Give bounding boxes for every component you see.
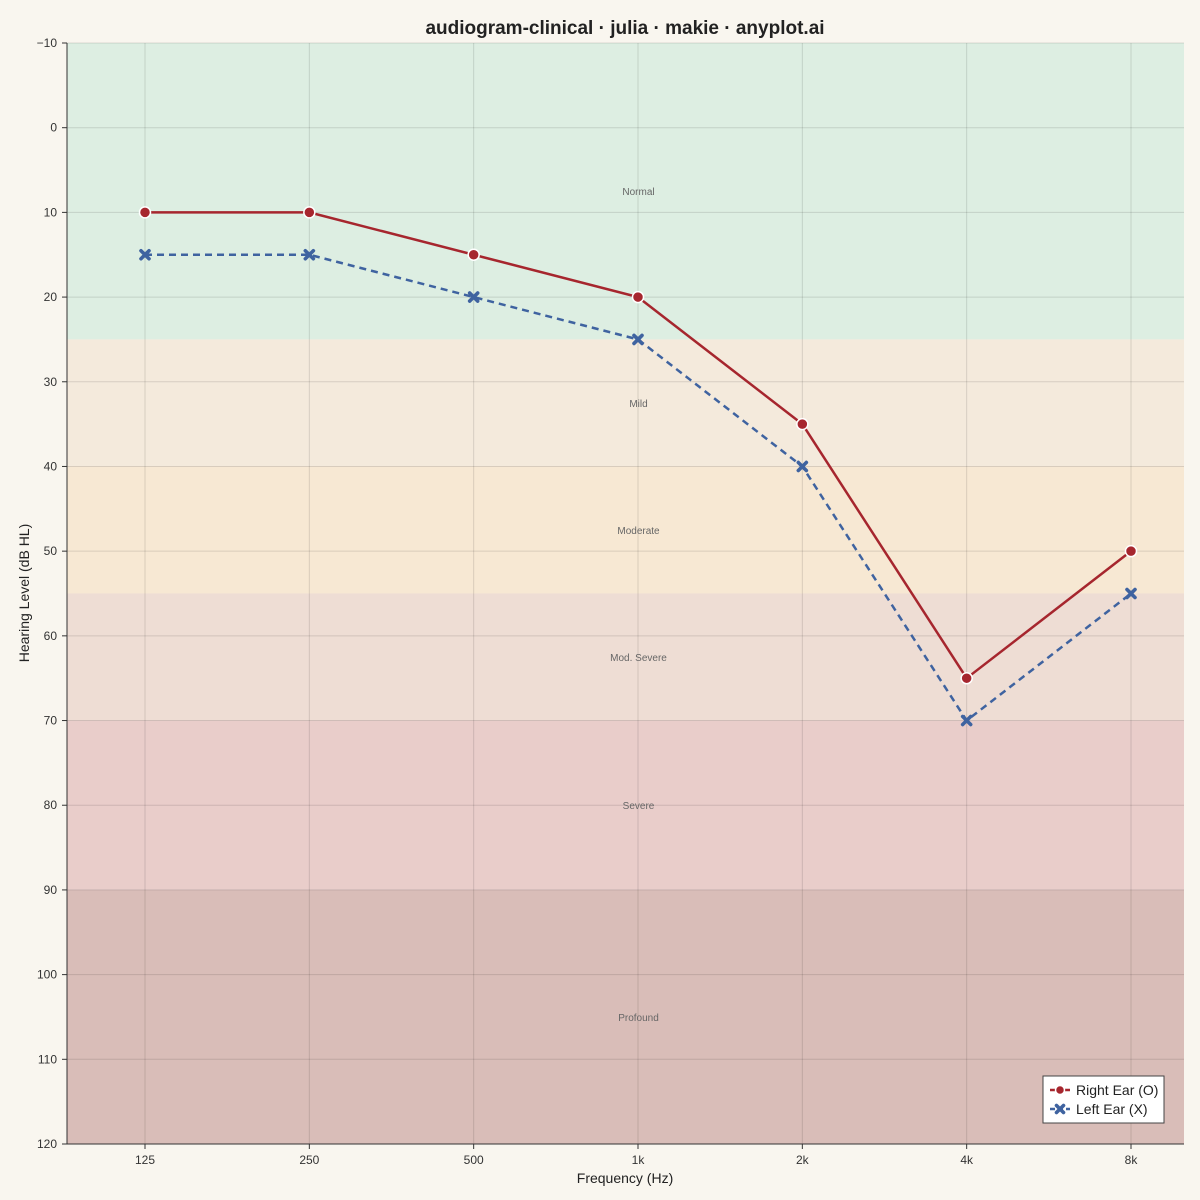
y-tick-label: 50 — [44, 544, 58, 558]
band-label: Moderate — [617, 526, 660, 537]
x-tick-label: 2k — [796, 1153, 810, 1167]
band-moderate — [67, 466, 1184, 594]
x-axis-label: Frequency (Hz) — [577, 1170, 673, 1186]
x-marker — [632, 333, 644, 346]
x-marker — [796, 460, 809, 473]
y-tick-label: 70 — [44, 714, 58, 728]
band-mod-severe — [67, 593, 1184, 721]
chart-title: audiogram-clinical · julia · makie · any… — [425, 18, 824, 39]
circle-marker — [631, 290, 645, 304]
y-tick-label: 40 — [44, 459, 58, 473]
legend: Right Ear (O) Left Ear (X) — [1042, 1075, 1165, 1124]
legend-label: Right Ear (O) — [1076, 1082, 1158, 1098]
legend-item: Left Ear (X) — [1050, 1101, 1148, 1117]
y-tick-label: −10 — [37, 36, 58, 50]
x-tick-label: 8k — [1125, 1153, 1139, 1167]
x-marker — [467, 291, 480, 303]
y-tick-labels: −10 0 10 20 30 40 50 60 70 80 90 100 110 120 — [37, 36, 67, 1151]
band-label: Mild — [629, 399, 647, 410]
x-marker — [303, 248, 316, 261]
x-tick-label: 125 — [135, 1153, 155, 1167]
x-tick-label: 4k — [960, 1153, 974, 1167]
legend-box — [1042, 1075, 1165, 1124]
x-tick-labels: 125 250 500 1k 2k 4k 8k — [135, 1144, 1138, 1167]
x-tick-label: 1k — [632, 1153, 646, 1167]
x-marker — [1054, 1103, 1066, 1115]
x-marker — [139, 248, 151, 261]
band-label: Severe — [623, 801, 655, 812]
band-mild — [67, 339, 1184, 467]
series-left-ear-x — [139, 248, 1137, 727]
hearing-level-bands — [67, 43, 1184, 1144]
band-severe — [67, 720, 1184, 890]
band-label: Normal — [622, 187, 654, 198]
y-tick-label: 100 — [37, 968, 57, 982]
series-right-ear-o — [138, 206, 1138, 685]
circle-marker — [303, 206, 316, 219]
y-tick-label: 60 — [44, 629, 58, 643]
y-tick-label: 10 — [44, 205, 58, 219]
circle-marker — [796, 417, 809, 431]
band-profound — [67, 889, 1184, 1144]
legend-label: Left Ear (X) — [1076, 1101, 1148, 1117]
band-label: Mod. Severe — [610, 653, 667, 664]
y-tick-label: 120 — [37, 1137, 57, 1151]
x-marker — [960, 714, 973, 727]
y-axis-label: Hearing Level (dB HL) — [16, 524, 32, 663]
circle-marker — [467, 248, 480, 261]
circle-marker — [1124, 544, 1138, 558]
y-tick-label: 90 — [44, 883, 58, 897]
circle-marker — [960, 671, 973, 685]
y-tick-label: 30 — [44, 375, 58, 389]
x-tick-label: 250 — [299, 1153, 319, 1167]
band-labels: Normal Mild Moderate Mod. Severe Severe Profo… — [610, 187, 667, 1024]
y-tick-label: 110 — [38, 1052, 57, 1066]
circle-marker — [1054, 1084, 1066, 1096]
circle-marker — [138, 206, 152, 219]
legend-item: Right Ear (O) — [1050, 1082, 1158, 1098]
band-label: Profound — [618, 1013, 659, 1024]
band-normal — [67, 43, 1184, 340]
x-tick-label: 500 — [464, 1153, 484, 1167]
y-tick-label: 0 — [50, 121, 57, 135]
y-tick-label: 80 — [44, 798, 58, 812]
data-series — [138, 206, 1138, 727]
axes — [66, 43, 1184, 1145]
x-marker — [1125, 587, 1137, 600]
y-tick-label: 20 — [44, 290, 58, 304]
